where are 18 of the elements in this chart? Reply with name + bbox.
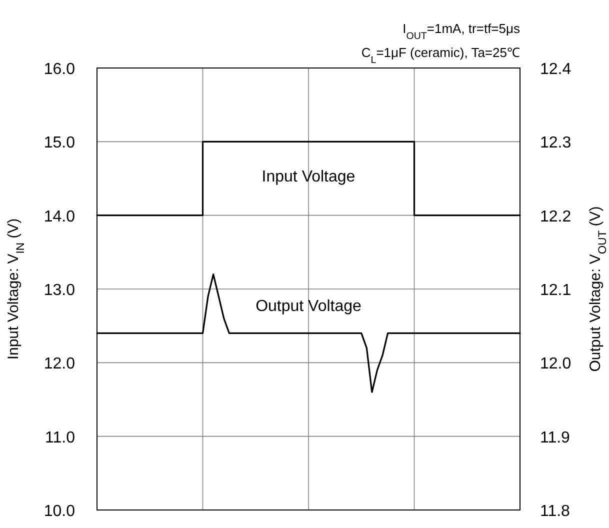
y-tick-label: 10.0 xyxy=(44,503,76,520)
y-tick-label: 16.0 xyxy=(44,61,76,78)
series-label: Input Voltage xyxy=(262,168,356,186)
y-tick-label: 14.0 xyxy=(44,208,76,226)
y2-tick-label: 12.3 xyxy=(540,134,572,152)
y2-tick-label: 11.8 xyxy=(540,503,570,520)
y-tick-label: 11.0 xyxy=(45,429,76,446)
series-label: Output Voltage xyxy=(256,298,362,316)
text: C$_{L}$=1μF (ceramic), Ta=25℃ xyxy=(361,45,520,66)
y-tick-label: 15.0 xyxy=(44,134,76,152)
y2-tick-label: 12.0 xyxy=(540,356,572,373)
y2-tick-label: 12.4 xyxy=(540,61,572,78)
y2-tick-label: 12.1 xyxy=(540,282,572,299)
y2-tick-label: 12.2 xyxy=(540,208,572,226)
text: I$_{OUT}$=1mA, tr=tf=5μs xyxy=(402,21,520,42)
y-tick-label: 12.0 xyxy=(44,356,76,373)
y-tick-label: 13.0 xyxy=(44,282,76,299)
y2-tick-label: 11.9 xyxy=(540,429,570,446)
